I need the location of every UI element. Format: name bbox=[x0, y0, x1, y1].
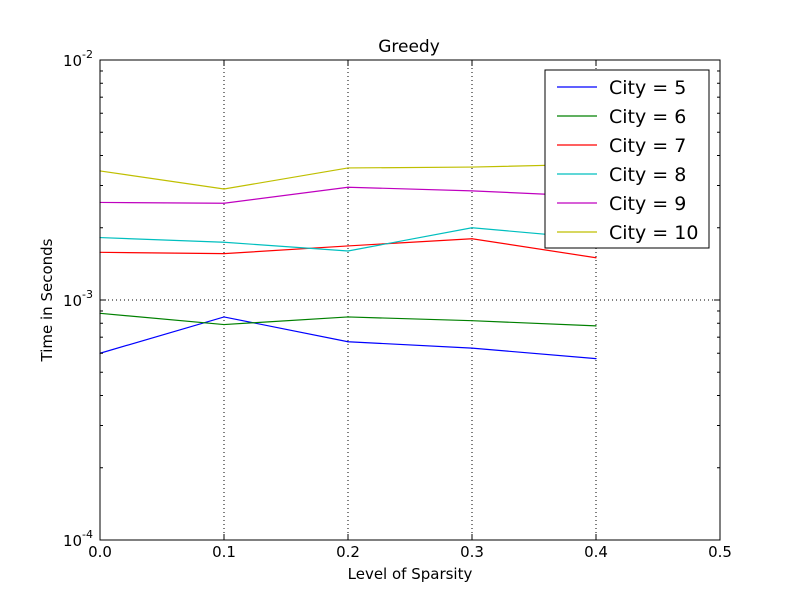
data-point-city-8 bbox=[223, 241, 225, 243]
legend-label-city-8: City = 8 bbox=[609, 164, 686, 186]
y-tick-base: 10 bbox=[63, 532, 82, 550]
legend-label-city-5: City = 5 bbox=[609, 77, 686, 99]
x-tick-label: 0.4 bbox=[584, 543, 608, 561]
data-point-city-7 bbox=[223, 253, 225, 255]
data-point-city-6 bbox=[347, 316, 349, 318]
data-point-city-5 bbox=[223, 316, 225, 318]
tick-layer: 0.0 0.1 0.2 0.3 0.4 0.510-410-310-2 bbox=[63, 48, 732, 561]
y-tick-label: 10-4 bbox=[63, 528, 93, 550]
data-point-city-5 bbox=[471, 347, 473, 349]
y-tick-exponent: -3 bbox=[82, 288, 93, 301]
series-layer bbox=[99, 163, 597, 360]
x-tick-label: 0.3 bbox=[460, 543, 484, 561]
y-axis-label: Time in Seconds bbox=[38, 238, 56, 362]
data-point-city-10 bbox=[347, 167, 349, 169]
data-point-city-6 bbox=[223, 323, 225, 326]
y-tick-label: 10-2 bbox=[63, 48, 93, 70]
x-tick-label: 0.0 bbox=[88, 543, 112, 561]
data-point-city-6 bbox=[595, 325, 597, 327]
data-point-city-6 bbox=[471, 320, 473, 322]
data-point-city-5 bbox=[595, 357, 597, 360]
legend: City = 5 City = 6 City = 7 City = 8 City = 9… bbox=[544, 69, 710, 249]
data-point-city-8 bbox=[347, 250, 349, 252]
x-tick-label: 0.1 bbox=[212, 543, 236, 561]
data-point-city-10 bbox=[471, 166, 473, 168]
y-tick-base: 10 bbox=[63, 292, 82, 310]
data-point-city-7 bbox=[471, 238, 473, 240]
legend-label-city-9: City = 9 bbox=[609, 193, 686, 215]
data-point-city-9 bbox=[347, 186, 349, 188]
chart-title: Greedy bbox=[378, 37, 440, 57]
data-point-city-7 bbox=[595, 257, 597, 259]
data-point-city-10 bbox=[223, 188, 225, 190]
y-tick-exponent: -2 bbox=[82, 48, 93, 61]
x-tick-label: 0.5 bbox=[708, 543, 732, 561]
legend-box bbox=[544, 69, 710, 249]
legend-label-city-6: City = 6 bbox=[609, 106, 686, 128]
x-axis-label: Level of Sparsity bbox=[348, 565, 473, 583]
legend-label-city-7: City = 7 bbox=[609, 135, 686, 157]
y-tick-exponent: -4 bbox=[82, 528, 93, 541]
y-tick-base: 10 bbox=[63, 52, 82, 70]
data-point-city-8 bbox=[471, 227, 473, 229]
x-tick-label: 0.2 bbox=[336, 543, 360, 561]
data-point-city-9 bbox=[471, 190, 473, 192]
data-point-city-7 bbox=[347, 245, 349, 247]
legend-label-city-10: City = 10 bbox=[609, 222, 698, 244]
data-point-city-5 bbox=[347, 341, 349, 343]
data-point-city-9 bbox=[223, 202, 225, 204]
y-tick-label: 10-3 bbox=[63, 288, 93, 310]
